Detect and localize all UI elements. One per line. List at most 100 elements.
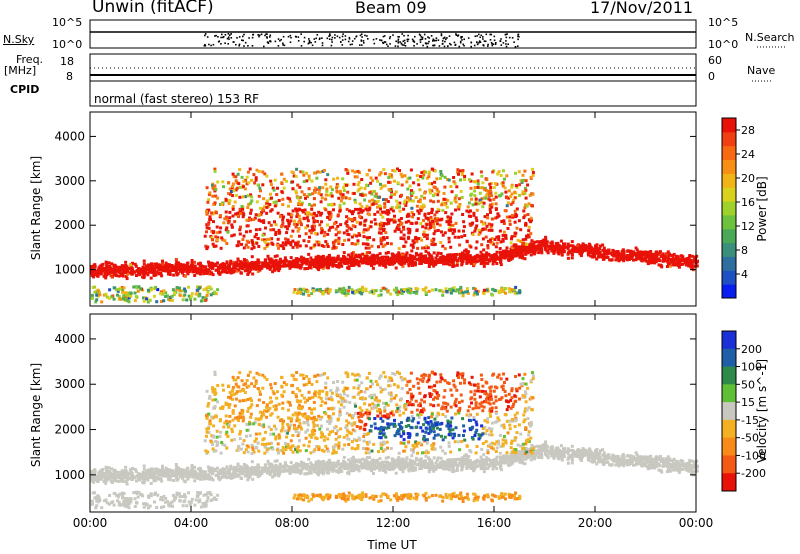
nsearch-dot (290, 36, 292, 39)
power-cell (215, 225, 219, 229)
velocity-cell (579, 449, 583, 453)
power-cell (300, 203, 303, 207)
power-cell (510, 192, 514, 196)
power-cell (409, 243, 413, 247)
power-cell (683, 257, 687, 261)
nsearch-dot (513, 41, 515, 43)
power-cell (524, 196, 528, 200)
power-cell (425, 233, 429, 237)
power-cell (393, 220, 397, 224)
power-cell (97, 266, 101, 270)
power-cell (359, 209, 363, 213)
nsearch-dot (470, 41, 473, 44)
power-cell (264, 264, 268, 268)
power-cell (282, 186, 286, 190)
power-cell (413, 261, 417, 265)
power-cell (435, 177, 439, 181)
power-cell (283, 256, 287, 260)
power-cell (458, 291, 461, 295)
power-cell (268, 203, 272, 206)
velocity-cell (630, 462, 634, 465)
power-cell (324, 182, 328, 186)
power-cell (329, 263, 333, 267)
nsearch-dot (404, 45, 407, 47)
power-cell (481, 222, 485, 226)
power-cell (328, 258, 332, 262)
power-cell (415, 240, 419, 244)
power-cell (297, 207, 301, 211)
nsearch-dot (266, 37, 268, 39)
power-cell (95, 298, 99, 302)
power-cell (564, 245, 568, 249)
nsearch-dot (480, 34, 483, 37)
velocity-cell (630, 460, 634, 463)
power-cell (112, 269, 116, 273)
power-cell (142, 262, 146, 266)
velocity-cell (275, 459, 279, 463)
nsearch-dot (484, 40, 487, 43)
power-cell (181, 289, 185, 293)
power-cell (155, 300, 159, 304)
power-cell (397, 247, 401, 251)
nsearch-dot (257, 34, 259, 36)
nsearch-dot (463, 38, 465, 41)
velocity-cell (299, 460, 303, 464)
power-cell (411, 264, 414, 267)
power-cell (196, 262, 200, 266)
power-cell (437, 190, 441, 194)
power-cell (578, 250, 582, 254)
power-cell (109, 295, 113, 299)
power-cell (205, 210, 208, 213)
power-cell (142, 296, 145, 300)
power-cell (353, 198, 357, 202)
power-cell (347, 267, 351, 270)
power-cell (418, 257, 422, 261)
power-cell (343, 238, 347, 242)
power-cell (358, 215, 362, 219)
power-cell (298, 287, 302, 291)
power-cell (387, 180, 391, 184)
power-cell (308, 266, 312, 270)
nsearch-dot (382, 42, 385, 44)
power-cell (466, 292, 470, 295)
power-cell (153, 294, 156, 298)
power-cell (329, 185, 333, 189)
power-cell (228, 210, 232, 214)
power-cell (436, 199, 440, 203)
power-cell (382, 227, 386, 231)
power-cell (204, 244, 208, 248)
power-cell (494, 191, 498, 195)
power-cell (263, 261, 267, 265)
power-cell (112, 265, 116, 269)
nsearch-dot (474, 35, 477, 38)
power-cell (475, 259, 479, 263)
power-cell (298, 291, 302, 294)
power-cell (460, 235, 464, 239)
power-cell (411, 215, 415, 219)
power-cell (261, 183, 265, 187)
power-cell (361, 285, 365, 289)
nsearch-dot (406, 40, 409, 43)
power-cell (211, 262, 215, 266)
velocity-cell (411, 466, 415, 470)
power-cell (351, 169, 355, 173)
power-cell (344, 293, 348, 297)
power-cell (486, 216, 490, 220)
power-cell (498, 229, 502, 233)
power-cell (416, 246, 420, 250)
nsearch-dot (487, 45, 489, 47)
power-cell (524, 221, 528, 225)
power-cell (393, 169, 397, 173)
power-cell (537, 247, 541, 250)
power-cell (491, 170, 495, 174)
nsearch-dot (204, 34, 206, 37)
power-cell (598, 247, 602, 250)
power-cell (301, 170, 305, 174)
power-cell (188, 297, 192, 301)
power-cell (338, 189, 342, 193)
power-cell (336, 213, 340, 217)
nsearch-dot (508, 36, 511, 39)
power-cell (383, 243, 387, 247)
power-cell (363, 261, 367, 265)
nsearch-dot (397, 40, 399, 42)
